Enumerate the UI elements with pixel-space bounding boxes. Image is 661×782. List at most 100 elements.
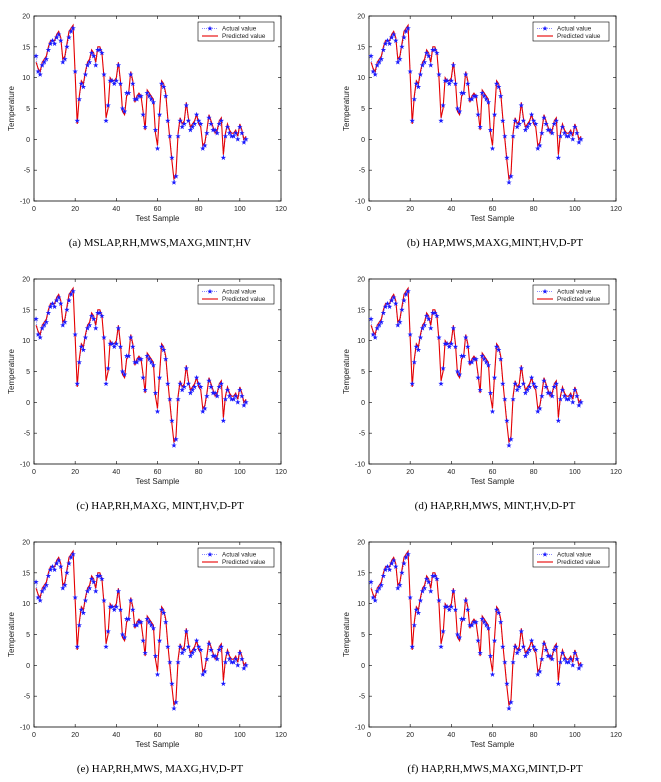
y-tick-label: 20 [357, 277, 365, 284]
y-tick-label: 20 [357, 14, 365, 21]
plot-frame [33, 541, 282, 728]
y-tick-label: -5 [24, 168, 30, 175]
x-axis-label: Test Sample [135, 477, 180, 486]
x-tick-label: 20 [71, 469, 79, 476]
x-tick-label: 120 [610, 206, 622, 213]
legend-predicted-label: Predicted value [557, 296, 601, 303]
panel-a: 0 20 40 60 80 100 120 -10 -5 0 5 10 15 20 Test Sample T… [7, 14, 287, 250]
panel-d: 0 20 40 60 80 100 120 -10 -5 0 5 10 15 20 Test Sample T… [342, 277, 622, 513]
y-tick-label: -10 [355, 462, 365, 469]
y-tick-label: 20 [22, 14, 30, 21]
y-axis-label: Temperature [342, 612, 351, 657]
x-tick-label: 40 [112, 206, 120, 213]
x-tick-label: 40 [112, 732, 120, 739]
x-axis-label: Test Sample [470, 477, 515, 486]
legend-actual-label: Actual value [222, 26, 257, 33]
panel-caption: (d) HAP,RH,MWS, MINT,HV,D-PT [415, 500, 576, 512]
x-tick-label: 40 [447, 732, 455, 739]
panel-caption: (f) HAP,RH,MWS,MAXG,MINT,D-PT [407, 763, 582, 775]
legend-predicted-label: Predicted value [222, 296, 266, 303]
y-tick-label: -5 [359, 168, 365, 175]
legend-actual-label: Actual value [557, 26, 592, 33]
x-tick-label: 40 [447, 469, 455, 476]
x-tick-label: 100 [234, 206, 246, 213]
plot-frame [368, 15, 617, 202]
y-tick-label: 0 [26, 663, 30, 670]
y-tick-label: -5 [359, 694, 365, 701]
x-tick-label: 60 [154, 469, 162, 476]
y-tick-label: 15 [357, 307, 365, 314]
y-axis-label: Temperature [7, 612, 16, 657]
y-tick-label: -10 [20, 199, 30, 206]
panel-e: 0 20 40 60 80 100 120 -10 -5 0 5 10 15 20 Test Sample T… [7, 540, 287, 776]
x-tick-label: 120 [275, 206, 287, 213]
x-tick-label: 20 [406, 732, 414, 739]
x-axis-label: Test Sample [470, 214, 515, 223]
y-axis-label: Temperature [342, 86, 351, 131]
legend-actual-label: Actual value [557, 552, 592, 559]
y-tick-label: 0 [361, 400, 365, 407]
x-tick-label: 80 [195, 206, 203, 213]
x-tick-label: 120 [610, 732, 622, 739]
x-tick-label: 100 [234, 469, 246, 476]
x-tick-label: 100 [234, 732, 246, 739]
y-tick-label: -5 [24, 694, 30, 701]
y-tick-label: 10 [22, 601, 30, 608]
y-tick-label: 20 [22, 540, 30, 547]
y-tick-label: 0 [361, 663, 365, 670]
x-tick-label: 0 [367, 206, 371, 213]
x-tick-label: 0 [32, 732, 36, 739]
x-tick-label: 100 [569, 206, 581, 213]
x-tick-label: 60 [489, 469, 497, 476]
y-tick-label: 10 [22, 75, 30, 82]
plot-frame [368, 541, 617, 728]
y-tick-label: 5 [26, 632, 30, 639]
x-tick-label: 0 [367, 732, 371, 739]
x-tick-label: 0 [32, 469, 36, 476]
x-tick-label: 0 [367, 469, 371, 476]
panel-caption: (b) HAP,MWS,MAXG,MINT,HV,D-PT [407, 237, 583, 249]
y-tick-label: 0 [26, 137, 30, 144]
x-axis-label: Test Sample [470, 740, 515, 749]
y-tick-label: 5 [26, 106, 30, 113]
legend-actual-label: Actual value [557, 289, 592, 296]
x-tick-label: 20 [406, 469, 414, 476]
x-tick-label: 80 [530, 732, 538, 739]
y-tick-label: 5 [361, 632, 365, 639]
x-axis-label: Test Sample [135, 214, 180, 223]
x-tick-label: 80 [195, 732, 203, 739]
x-tick-label: 120 [275, 732, 287, 739]
x-tick-label: 80 [195, 469, 203, 476]
y-tick-label: -10 [355, 199, 365, 206]
y-axis-label: Temperature [7, 349, 16, 394]
panel-caption: (e) HAP,RH,MWS, MAXG,HV,D-PT [77, 763, 244, 775]
y-tick-label: -10 [20, 725, 30, 732]
x-tick-label: 40 [447, 206, 455, 213]
y-tick-label: 5 [361, 106, 365, 113]
panel-caption: (a) MSLAP,RH,MWS,MAXG,MINT,HV [69, 237, 252, 249]
x-tick-label: 100 [569, 469, 581, 476]
x-tick-label: 80 [530, 469, 538, 476]
legend-predicted-label: Predicted value [557, 559, 601, 566]
x-axis-label: Test Sample [135, 740, 180, 749]
x-tick-label: 60 [489, 732, 497, 739]
plot-frame [368, 278, 617, 465]
panel-f: 0 20 40 60 80 100 120 -10 -5 0 5 10 15 20 Test Sample T… [342, 540, 622, 776]
y-tick-label: -5 [359, 431, 365, 438]
y-tick-label: 10 [357, 601, 365, 608]
panel-c: 0 20 40 60 80 100 120 -10 -5 0 5 10 15 20 Test Sample T… [7, 277, 287, 513]
x-tick-label: 20 [71, 732, 79, 739]
x-tick-label: 60 [154, 206, 162, 213]
y-tick-label: 15 [357, 44, 365, 51]
x-tick-label: 40 [112, 469, 120, 476]
plot-frame [33, 15, 282, 202]
x-tick-label: 60 [154, 732, 162, 739]
y-tick-label: 15 [22, 307, 30, 314]
y-tick-label: 10 [357, 75, 365, 82]
y-tick-label: 5 [361, 369, 365, 376]
x-tick-label: 60 [489, 206, 497, 213]
plot-frame [33, 278, 282, 465]
legend-predicted-label: Predicted value [222, 33, 266, 40]
legend-actual-label: Actual value [222, 552, 257, 559]
